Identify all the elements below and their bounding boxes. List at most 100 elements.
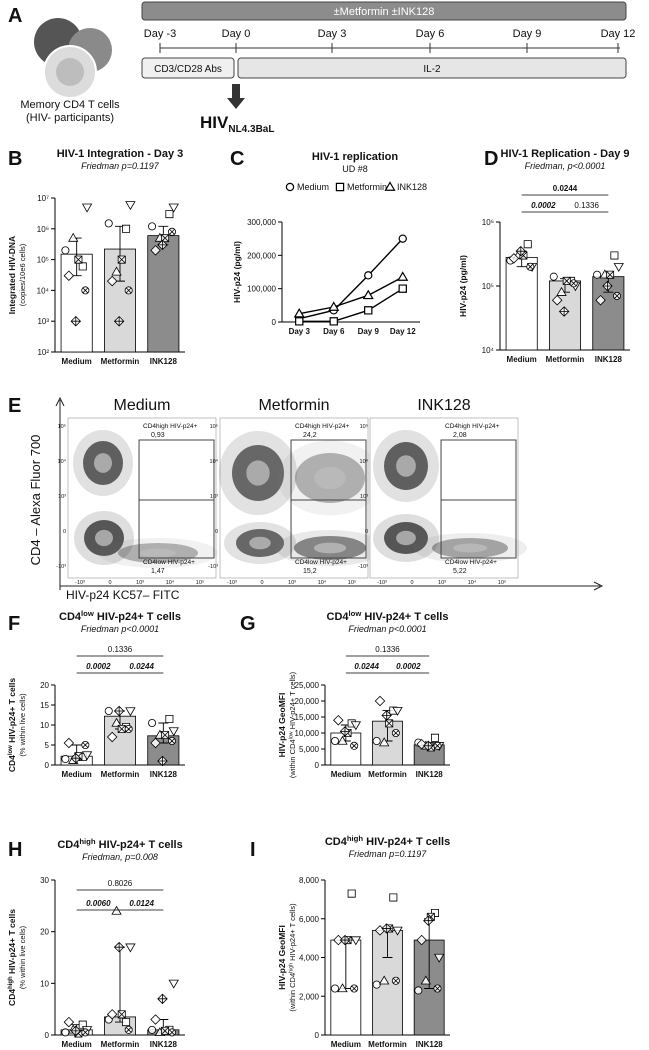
data-point	[106, 275, 118, 287]
data-point	[61, 246, 70, 255]
data-point	[148, 719, 157, 727]
flow-x-arrow	[60, 581, 604, 591]
data-point	[111, 717, 122, 727]
series-point	[398, 284, 407, 293]
data-point	[63, 737, 75, 749]
gate-label: CD4low HIV-p24+	[143, 559, 195, 566]
day-label: Day 0	[222, 28, 251, 40]
y-tick-label: 5	[45, 741, 50, 750]
day-label: Day 6	[416, 28, 445, 40]
y-tick-label: 10⁴	[37, 286, 50, 295]
data-point	[391, 729, 400, 737]
y-tick-label: 8,000	[299, 876, 320, 885]
data-point	[150, 737, 161, 749]
data-point	[113, 941, 125, 953]
data-point	[81, 1028, 90, 1037]
y-tick-label: 15,000	[295, 713, 320, 722]
flow-y-tick: 10⁴	[360, 458, 369, 465]
data-point	[81, 751, 93, 761]
data-point	[122, 224, 131, 233]
data-point	[81, 203, 93, 213]
y-tick-label: 300,000	[247, 218, 276, 227]
series-line	[299, 288, 404, 323]
significance-label: 0.0002	[396, 662, 421, 671]
text-part: HIV-p24+ T cells	[7, 678, 17, 746]
data-point	[431, 733, 439, 742]
gate	[138, 499, 215, 559]
y-tick-label: 200,000	[247, 251, 276, 260]
flow-x-tick: 10³	[288, 580, 296, 586]
x-tick-label: Metformin	[101, 1040, 140, 1049]
data-point	[433, 953, 445, 963]
x-tick-label: Medium	[331, 1040, 361, 1049]
treatment-bar	[141, 1, 627, 21]
flow-title: Metformin	[258, 397, 329, 414]
x-tick-label: Metformin	[101, 770, 140, 779]
y-axis-label: (within CD4low HIV-p24+ T cells)	[288, 671, 297, 778]
text-part: low	[8, 745, 14, 755]
data-point	[168, 203, 179, 213]
panel-letter: G	[240, 613, 256, 635]
flow-y-tick: 10³	[360, 494, 368, 500]
y-axis-label: (within CD4high HIV-p24+ T cells)	[288, 903, 297, 1012]
data-point	[350, 741, 359, 750]
x-tick-label: Metformin	[368, 770, 407, 779]
data-point	[423, 740, 434, 752]
flow-y-tick: 10⁴	[210, 458, 219, 465]
flow-y-tick: 10³	[210, 494, 218, 500]
y-tick-label: 20,000	[295, 697, 320, 706]
y-axis-label: HIV-p24 (pg/ml)	[458, 255, 468, 317]
text-part: HIV-p24+ T cells	[96, 839, 183, 851]
data-point	[78, 262, 87, 271]
flow-y-tick: 0	[63, 529, 66, 535]
phase-box	[237, 57, 627, 79]
data-point	[157, 755, 168, 767]
density-center	[452, 543, 488, 553]
legend-label: Medium	[297, 182, 329, 192]
text-part: HIV-p24+ T cells)	[288, 671, 297, 731]
data-point	[106, 731, 118, 743]
text-part: (within CD4	[288, 973, 297, 1012]
y-tick-label: 6,000	[299, 915, 320, 924]
significance-label: 0.0244	[553, 184, 578, 193]
x-tick-label: Medium	[507, 355, 537, 364]
flow-x-tick: 10⁵	[196, 579, 204, 586]
data-point	[612, 291, 622, 300]
y-axis-label: CD4low HIV-p24+ T cells	[7, 678, 17, 773]
virus-label: HIVNL4.3BaL	[200, 113, 274, 135]
data-point	[157, 239, 168, 251]
text-part: low	[288, 731, 294, 739]
data-point	[117, 1010, 126, 1019]
cells-icon	[34, 18, 112, 99]
panel-letter: H	[8, 839, 22, 861]
y-axis-label: (copies/10e6 cells)	[18, 243, 27, 306]
day-label: Day 3	[318, 28, 347, 40]
text-part: HIV-p24+ T cells)	[288, 903, 297, 963]
significance-label: 0.0002	[86, 662, 111, 671]
chart-subtitle: Friedman, p<0.0001	[525, 161, 606, 171]
data-point	[416, 934, 427, 946]
treatment-label: ±Metformin ±INK128	[334, 6, 435, 18]
data-point	[113, 705, 125, 717]
gate-value: 24,2	[303, 432, 317, 439]
x-tick-label: Day 3	[289, 327, 311, 336]
data-point	[558, 306, 570, 317]
chart-title: CD4low HIV-p24+ T cells	[327, 609, 449, 623]
y-axis-label: (% within live cells)	[18, 693, 27, 757]
gate-value: 5,22	[453, 568, 467, 575]
chart-title: HIV-1 Replication - Day 9	[501, 148, 630, 160]
data-point	[593, 270, 602, 279]
data-point	[124, 725, 133, 733]
series-point	[364, 271, 373, 280]
density-center	[95, 529, 113, 547]
significance-label: 0.0244	[129, 662, 154, 671]
gate	[290, 499, 367, 559]
y-tick-label: 0	[315, 761, 320, 770]
y-tick-label: 0	[315, 1031, 320, 1040]
gate-value: 15,2	[303, 568, 317, 575]
data-point	[423, 915, 434, 926]
data-point	[381, 710, 392, 721]
y-axis-label: HIV-p24 (pg/ml)	[232, 241, 242, 303]
text-part: CD4	[7, 755, 17, 772]
text-part: HIV-p24+ T cells	[361, 611, 448, 623]
